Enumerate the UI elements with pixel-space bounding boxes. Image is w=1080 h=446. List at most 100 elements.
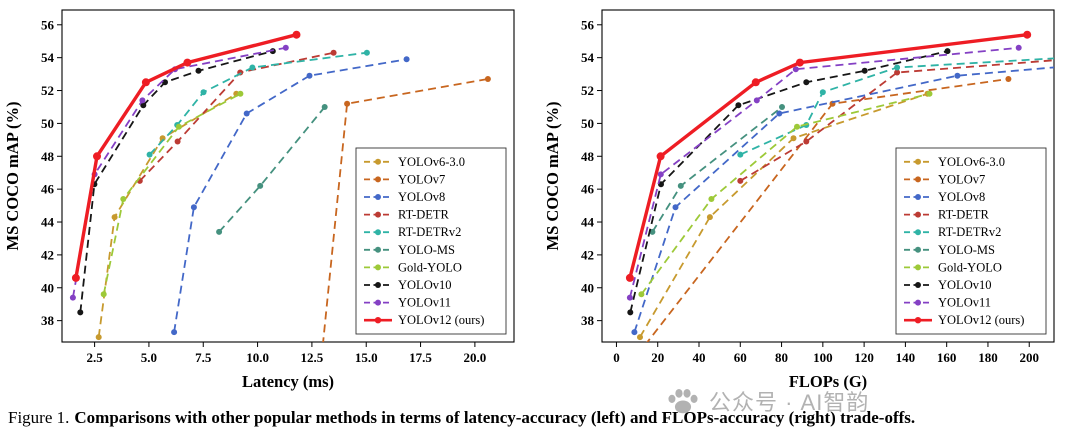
legend-label-yolov10: YOLOv10 <box>398 278 451 292</box>
series-markers-yolov8 <box>631 72 961 336</box>
y-tick-label: 38 <box>41 313 55 328</box>
y-tick-label: 40 <box>41 280 54 295</box>
series-markers-yolov7 <box>344 76 491 107</box>
x-tick-label: 0 <box>613 350 620 365</box>
series-line-yolov6-3-0 <box>639 92 928 338</box>
x-tick-label: 20 <box>651 350 664 365</box>
y-tick-label: 44 <box>41 215 55 230</box>
legend: YOLOv6-3.0 YOLOv7 YOLOv8 RT-DETR RT-DETRv2 YO… <box>355 147 507 335</box>
legend-label-yolov11: YOLOv11 <box>398 296 451 310</box>
y-tick-label: 50 <box>41 116 54 131</box>
legend-label-gold-yolo: Gold-YOLO <box>938 260 1002 274</box>
y-axis-title: MS COCO mAP (%) <box>3 102 22 251</box>
legend-label-yolov8: YOLOv8 <box>398 190 445 204</box>
x-tick-label: 40 <box>693 350 706 365</box>
y-tick-label: 46 <box>41 182 55 197</box>
series-line-yolov10 <box>79 50 274 313</box>
series-markers-rt-detr <box>737 69 901 184</box>
legend: YOLOv6-3.0 YOLOv7 YOLOv8 RT-DETR RT-DETRv2 YO… <box>895 147 1047 335</box>
series-line-rt-detr <box>739 59 1054 182</box>
legend-label-rt-detr: RT-DETR <box>938 208 990 222</box>
watermark: 公众号 · AI智韵 <box>666 384 869 418</box>
y-tick-label: 46 <box>581 182 595 197</box>
series-markers-yolov8 <box>171 56 410 336</box>
y-tick-label: 42 <box>581 247 594 262</box>
caption-label: Figure 1. <box>8 408 70 427</box>
x-tick-label: 10.0 <box>246 350 269 365</box>
watermark-text: 公众号 · AI智韵 <box>709 390 870 415</box>
series-line-gold-yolo <box>640 92 930 295</box>
x-tick-label: 100 <box>813 350 833 365</box>
x-tick-label: 15.0 <box>355 350 378 365</box>
series-markers-yolov6-3-0 <box>95 90 240 341</box>
series-markers-yolov11 <box>626 44 1022 301</box>
legend-label-yolov8: YOLOv8 <box>938 190 985 204</box>
y-tick-label: 44 <box>581 215 595 230</box>
flops-accuracy-chart: 0 20 40 60 80 100 120 140 160 180 200 38 40 42 44 46 48 5… <box>543 9 1055 391</box>
series-line-yolo-ms <box>218 106 326 233</box>
legend-label-rt-detr: RT-DETR <box>398 208 450 222</box>
y-axis: 38 40 42 44 46 48 50 52 54 56 <box>41 17 62 328</box>
series-markers-yolo-ms <box>649 104 785 235</box>
legend-label-yolov12-ours: YOLOv12 (ours) <box>398 313 484 327</box>
x-tick-label: 140 <box>896 350 916 365</box>
y-tick-label: 48 <box>581 149 595 164</box>
x-tick-label: 120 <box>854 350 874 365</box>
y-tick-label: 48 <box>41 149 55 164</box>
legend-label-yolov10: YOLOv10 <box>938 278 991 292</box>
x-tick-label: 160 <box>937 350 957 365</box>
series-line-yolov10 <box>629 50 948 313</box>
latency-accuracy-chart: 2.5 5.0 7.5 10.0 12.5 15.0 17.5 20.0 38 40 42 44 46 4… <box>3 9 515 391</box>
x-tick-label: 180 <box>978 350 998 365</box>
legend-label-yolo-ms: YOLO-MS <box>398 243 455 257</box>
series-markers-yolov12-ours <box>71 30 301 282</box>
x-axis: 2.5 5.0 7.5 10.0 12.5 15.0 17.5 20.0 <box>86 342 486 365</box>
figure-caption: Figure 1. Comparisons with other popular … <box>0 402 1080 428</box>
x-tick-label: 80 <box>775 350 788 365</box>
legend-label-yolov6-3-0: YOLOv6-3.0 <box>938 155 1005 169</box>
legend-label-yolov12-ours: YOLOv12 (ours) <box>938 313 1024 327</box>
x-axis: 0 20 40 60 80 100 120 140 160 180 200 <box>613 342 1039 365</box>
x-tick-label: 2.5 <box>86 350 103 365</box>
x-tick-label: 17.5 <box>409 350 432 365</box>
charts-row: 2.5 5.0 7.5 10.0 12.5 15.0 17.5 20.0 38 40 42 44 46 4… <box>3 9 1055 391</box>
legend-label-yolo-ms: YOLO-MS <box>938 243 995 257</box>
x-tick-label: 12.5 <box>301 350 324 365</box>
legend-label-rt-detrv2: RT-DETRv2 <box>938 225 1001 239</box>
series-area <box>69 30 491 342</box>
y-tick-label: 54 <box>581 50 595 65</box>
caption-text: Comparisons with other popular methods i… <box>74 408 916 427</box>
y-axis-title: MS COCO mAP (%) <box>543 102 562 251</box>
legend-label-yolov7: YOLOv7 <box>398 172 445 186</box>
y-tick-label: 50 <box>581 116 594 131</box>
series-area <box>625 30 1054 342</box>
series-line-gold-yolo <box>102 93 241 295</box>
series-markers-yolo-ms <box>216 104 328 235</box>
x-tick-label: 60 <box>734 350 747 365</box>
series-markers-yolov10 <box>627 48 951 316</box>
x-tick-label: 7.5 <box>195 350 212 365</box>
paw-icon <box>668 388 698 414</box>
x-tick-label: 5.0 <box>141 350 157 365</box>
x-tick-label: 200 <box>1019 350 1039 365</box>
legend-label-yolov7: YOLOv7 <box>938 172 985 186</box>
series-line-yolov7 <box>322 78 489 342</box>
series-markers-gold-yolo <box>638 90 933 298</box>
series-markers-yolov12-ours <box>625 30 1032 282</box>
legend-label-gold-yolo: Gold-YOLO <box>398 260 462 274</box>
y-tick-label: 52 <box>41 83 54 98</box>
y-tick-label: 38 <box>581 313 595 328</box>
y-tick-label: 56 <box>41 17 55 32</box>
y-tick-label: 40 <box>581 280 594 295</box>
y-tick-label: 54 <box>41 50 55 65</box>
legend-label-yolov6-3-0: YOLOv6-3.0 <box>398 155 465 169</box>
legend-label-yolov11: YOLOv11 <box>938 296 991 310</box>
series-markers-gold-yolo <box>100 90 244 298</box>
x-axis-title: Latency (ms) <box>242 372 334 391</box>
x-axis-title: FLOPs (G) <box>789 372 867 391</box>
y-tick-label: 52 <box>581 83 594 98</box>
legend-label-rt-detrv2: RT-DETRv2 <box>398 225 461 239</box>
y-axis: 38 40 42 44 46 48 50 52 54 56 <box>581 17 602 328</box>
x-tick-label: 20.0 <box>464 350 487 365</box>
